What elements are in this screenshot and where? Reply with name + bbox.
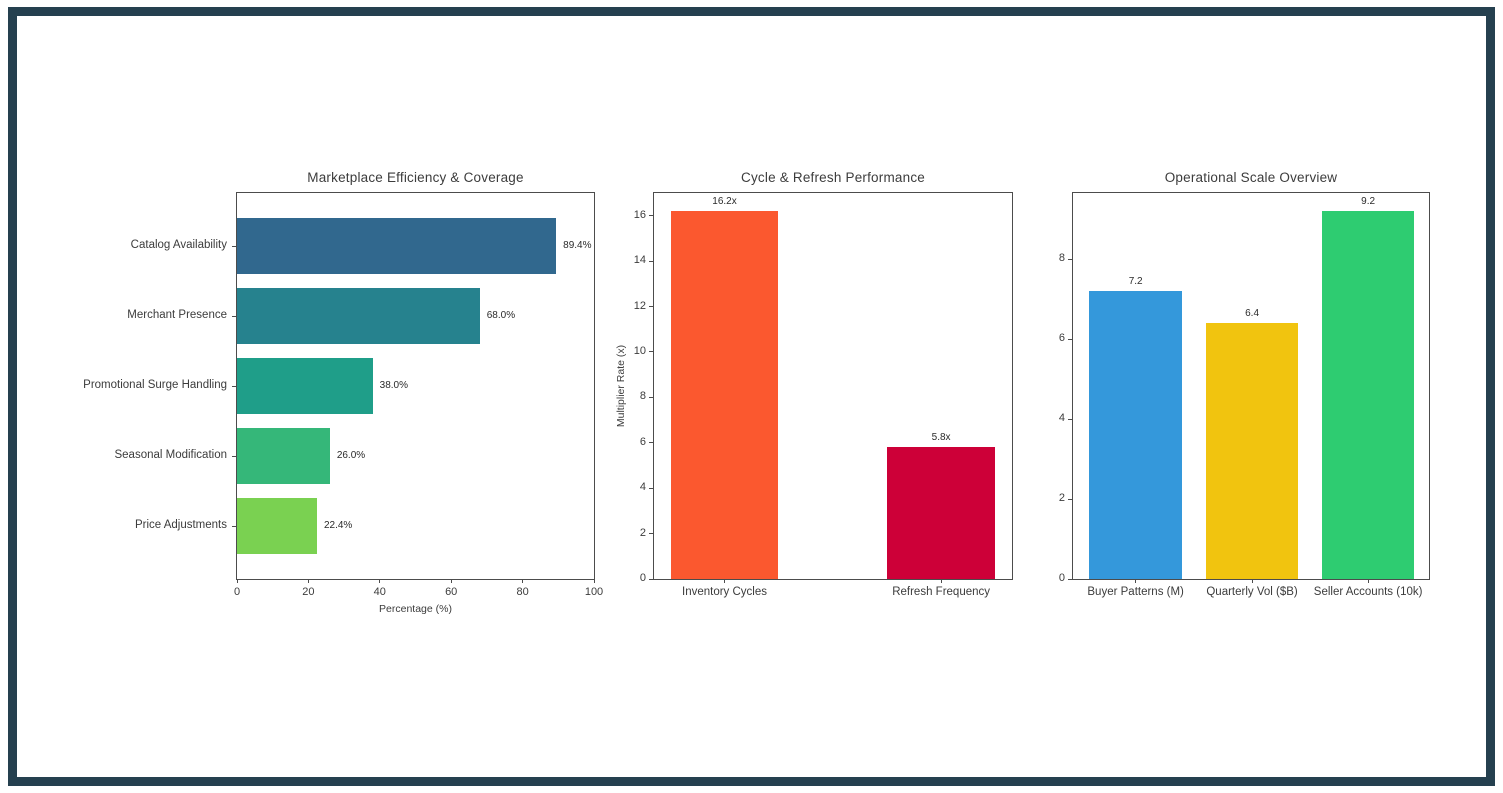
y-tick-label: 4 — [639, 481, 646, 494]
x-tick — [307, 579, 309, 583]
x-tick — [1367, 579, 1369, 583]
category-label: Promotional Surge Handling — [83, 379, 227, 391]
x-tick-label: 0 — [233, 586, 241, 598]
bar — [237, 428, 330, 485]
y-tick-label: 0 — [1058, 572, 1065, 584]
y-tick-label: 16 — [633, 208, 646, 221]
x-tick — [379, 579, 381, 583]
bar-value-label: 6.4 — [1245, 308, 1260, 320]
y-tick — [649, 487, 653, 489]
y-tick — [649, 533, 653, 535]
x-tick-label: 40 — [373, 586, 386, 598]
bar-value-label: 16.2x — [712, 196, 737, 208]
category-label: Inventory Cycles — [682, 586, 768, 598]
plot-area: 7.2 Buyer Patterns (M) 6.4 Quarterly Vol ($… — [1059, 192, 1430, 598]
bar — [237, 357, 373, 415]
y-tick — [649, 351, 653, 353]
y-tick-label: 8 — [1058, 252, 1065, 265]
y-tick-label: 2 — [639, 526, 646, 539]
bar-value-label: 26.0% — [336, 450, 366, 462]
y-tick — [1068, 498, 1072, 500]
category-label: Refresh Frequency — [892, 586, 991, 598]
y-tick — [1068, 578, 1072, 580]
y-tick — [649, 396, 653, 398]
chart-title: Cycle & Refresh Performance — [741, 170, 925, 185]
x-tick-label: 100 — [584, 586, 604, 598]
bar — [237, 217, 557, 274]
y-tick — [649, 578, 653, 580]
x-tick — [1135, 579, 1137, 583]
x-tick — [236, 579, 238, 583]
category-label: Seller Accounts (10k) — [1313, 586, 1423, 598]
bar — [1089, 291, 1182, 579]
bar-value-label: 5.8x — [931, 432, 951, 444]
y-tick — [649, 442, 653, 444]
y-tick — [232, 386, 236, 387]
y-tick — [232, 526, 236, 528]
category-label: Buyer Patterns (M) — [1087, 586, 1184, 598]
bar-value-label: 22.4% — [323, 520, 353, 532]
bar — [670, 211, 779, 579]
bar-value-label: 9.2 — [1361, 196, 1376, 208]
y-tick-label: 6 — [639, 435, 646, 448]
y-tick-label: 8 — [639, 390, 646, 403]
y-tick-label: 4 — [1058, 412, 1065, 425]
y-tick — [1068, 418, 1072, 420]
y-tick — [232, 315, 236, 317]
x-tick-label: 20 — [302, 586, 315, 598]
bar-value-label: 89.4% — [563, 239, 592, 251]
bar — [887, 447, 995, 579]
bar — [1205, 323, 1299, 579]
x-tick — [450, 579, 452, 583]
y-tick-label: 6 — [1058, 332, 1065, 345]
y-tick — [232, 245, 236, 247]
y-tick — [649, 260, 653, 262]
x-tick — [1251, 579, 1253, 583]
chart-title: Marketplace Efficiency & Coverage — [307, 170, 524, 185]
category-label: Price Adjustments — [134, 519, 227, 532]
y-tick-label: 2 — [1058, 492, 1065, 505]
y-tick-label: 14 — [633, 254, 646, 267]
y-tick — [1068, 258, 1072, 260]
x-tick-label: 80 — [516, 586, 529, 598]
bar — [237, 287, 480, 344]
x-tick-label: 60 — [445, 586, 458, 598]
category-label: Seasonal Modification — [114, 449, 227, 462]
x-tick — [724, 579, 726, 583]
x-tick — [593, 579, 595, 583]
bar — [237, 498, 317, 555]
y-tick — [649, 215, 653, 217]
plot-area: 16.2x Inventory Cycles 5.8x Refresh Frequen… — [634, 192, 1013, 598]
bar-value-label: 7.2 — [1128, 276, 1143, 288]
category-label: Merchant Presence — [127, 308, 227, 321]
category-label: Quarterly Vol ($B) — [1206, 586, 1298, 598]
category-label: Catalog Availability — [130, 238, 227, 251]
y-tick — [1068, 338, 1072, 340]
bar-value-label: 38.0% — [379, 380, 409, 391]
x-axis-label: Percentage (%) — [379, 603, 452, 615]
x-tick — [522, 579, 524, 583]
bar-value-label: 68.0% — [486, 309, 516, 321]
chart-title: Operational Scale Overview — [1164, 170, 1338, 185]
bar — [1321, 211, 1415, 579]
y-tick-label: 0 — [639, 572, 646, 584]
plot-area: 89.4% Catalog Availability 68.0% Merchant P… — [83, 192, 603, 598]
y-tick — [232, 456, 236, 458]
y-tick-label: 12 — [633, 299, 646, 312]
x-tick — [940, 579, 942, 583]
y-tick-label: 10 — [633, 344, 646, 357]
y-tick — [649, 306, 653, 308]
